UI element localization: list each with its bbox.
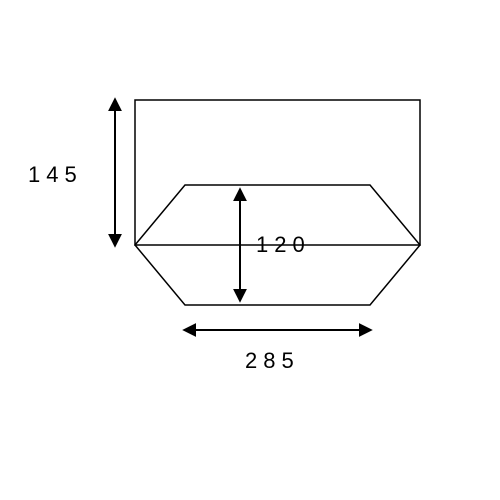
- dim-label-width-bottom: 285: [245, 348, 300, 373]
- outer-rect: [135, 100, 420, 245]
- dim-label-inner-height: 120: [256, 232, 311, 257]
- dim-label-height-left: 145: [28, 162, 83, 187]
